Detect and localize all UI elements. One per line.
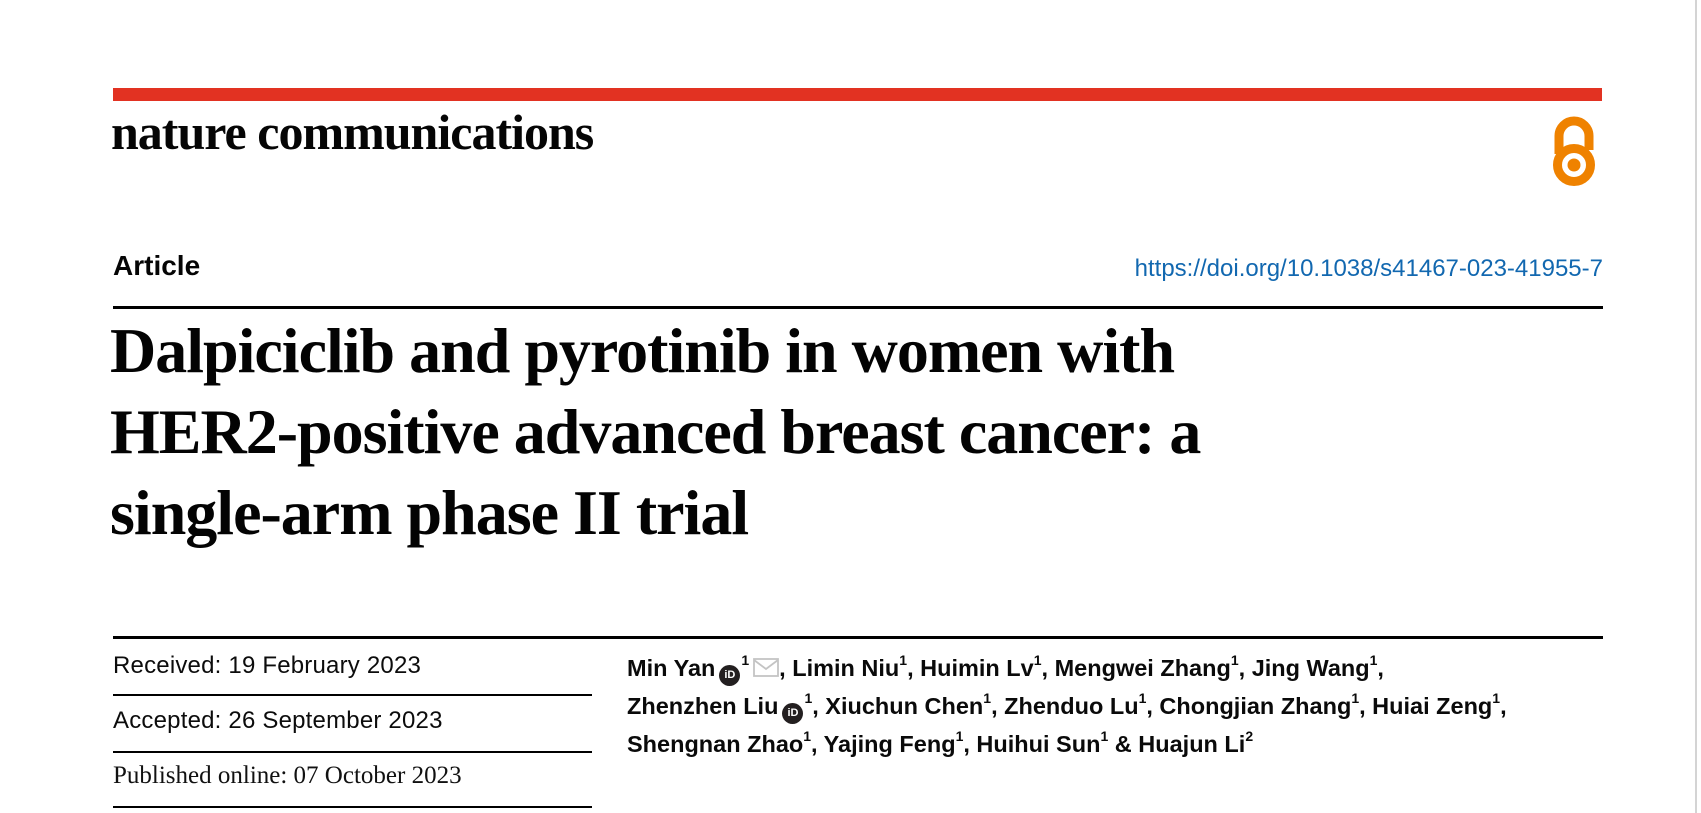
author-name-text: Shengnan Zhao xyxy=(627,731,804,757)
author-name-text: , Limin Niu xyxy=(779,655,900,681)
title-line-1: Dalpiciclib and pyrotinib in women with xyxy=(110,315,1175,386)
authors-block: Min Yan iD1, Limin Niu1, Huimin Lv1, Meng… xyxy=(627,649,1507,763)
title-line-3: single-arm phase II trial xyxy=(110,477,749,548)
author-name-text: , Huiai Zeng xyxy=(1359,693,1493,719)
affiliation-superscript: 1 xyxy=(1138,690,1147,707)
brand-red-bar xyxy=(113,88,1602,101)
affiliation-superscript: 1 xyxy=(983,690,992,707)
orcid-icon[interactable]: iD xyxy=(719,665,741,686)
author-line-1: Min Yan iD1, Limin Niu1, Huimin Lv1, Meng… xyxy=(627,649,1507,687)
author-name-text: , Jing Wang xyxy=(1238,655,1370,681)
author-line-2: Zhenzhen Liu iD1, Xiuchun Chen1, Zhenduo … xyxy=(627,687,1507,725)
author-name-text: , Huimin Lv xyxy=(907,655,1034,681)
affiliation-superscript: 1 xyxy=(1351,690,1360,707)
history-rule-3 xyxy=(113,806,592,808)
affiliation-superscript: 1 xyxy=(899,652,908,669)
article-section-label: Article xyxy=(113,250,201,281)
affiliation-superscript: 1 xyxy=(1033,652,1042,669)
history-rule-2 xyxy=(113,751,592,753)
affiliation-superscript: 2 xyxy=(1245,728,1254,745)
open-access-icon xyxy=(1553,116,1595,186)
author-name-text: , xyxy=(1500,693,1507,719)
affiliation-superscript: 1 xyxy=(1100,728,1109,745)
author-name-text: , Zhenduo Lu xyxy=(991,693,1139,719)
history-rule-1 xyxy=(113,694,592,696)
author-name-text: , Huihui Sun xyxy=(963,731,1101,757)
author-name-text: , Chongjian Zhang xyxy=(1146,693,1352,719)
orcid-icon[interactable]: iD xyxy=(782,703,804,724)
author-name-text: , Mengwei Zhang xyxy=(1041,655,1231,681)
author-name-text: Min Yan xyxy=(627,655,716,681)
title-top-rule xyxy=(113,306,1603,309)
email-icon[interactable] xyxy=(753,650,780,688)
author-name-text: Zhenzhen Liu xyxy=(627,693,779,719)
affiliation-superscript: 1 xyxy=(1369,652,1378,669)
accepted-date: Accepted: 26 September 2023 xyxy=(113,707,443,734)
affiliation-superscript: 1 xyxy=(1492,690,1501,707)
author-name-text: , Xiuchun Chen xyxy=(812,693,984,719)
affiliation-superscript: 1 xyxy=(803,728,812,745)
author-name-text: , Yajing Feng xyxy=(811,731,956,757)
journal-wordmark: nature communications xyxy=(111,104,594,160)
affiliation-superscript: 1 xyxy=(955,728,964,745)
author-name-text: , xyxy=(1377,655,1384,681)
author-line-3: Shengnan Zhao1, Yajing Feng1, Huihui Sun… xyxy=(627,725,1507,763)
affiliation-superscript: 1 xyxy=(804,690,813,707)
author-name-text: & Huajun Li xyxy=(1108,731,1246,757)
received-date: Received: 19 February 2023 xyxy=(113,652,422,679)
doi-link[interactable]: https://doi.org/10.1038/s41467-023-41955… xyxy=(1134,255,1603,282)
header-divider-rule xyxy=(113,636,1603,639)
page-edge-line xyxy=(1695,0,1697,813)
article-title: Dalpiciclib and pyrotinib in women with … xyxy=(110,310,1510,553)
affiliation-superscript: 1 xyxy=(741,652,750,669)
published-online-date: Published online: 07 October 2023 xyxy=(113,762,462,789)
title-line-2: HER2-positive advanced breast cancer: a xyxy=(110,396,1201,467)
affiliation-superscript: 1 xyxy=(1230,652,1239,669)
